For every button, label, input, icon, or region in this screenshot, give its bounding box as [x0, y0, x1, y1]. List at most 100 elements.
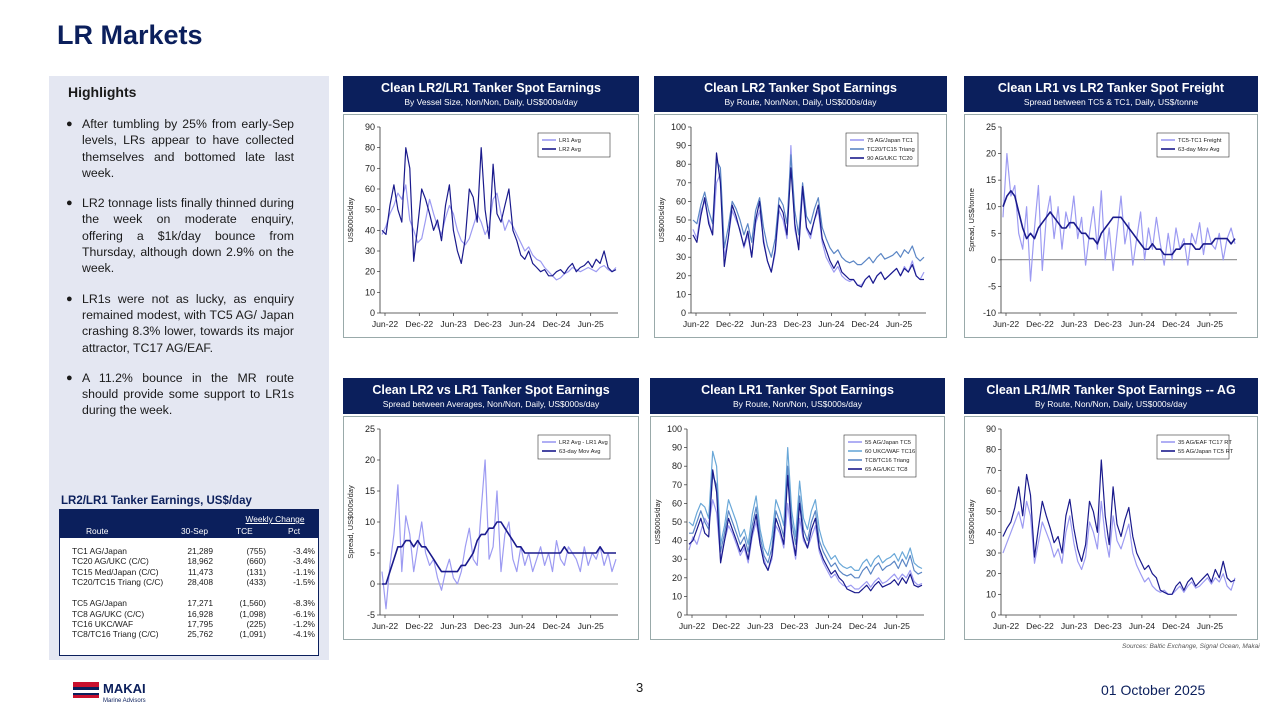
- table-cell: -1.5%: [293, 576, 315, 587]
- y-tick-label: 90: [365, 122, 375, 132]
- y-tick-label: 25: [365, 424, 375, 434]
- legend-label: 55 AG/Japan TC5 RT: [1178, 449, 1234, 455]
- y-tick-label: 80: [986, 445, 996, 455]
- y-tick-label: 0: [991, 255, 996, 265]
- chart1-header: Clean LR2/LR1 Tanker Spot Earnings By Ve…: [343, 76, 639, 112]
- x-tick-label: Jun-22: [679, 621, 705, 631]
- table-cell: 18,962: [187, 556, 213, 567]
- table-cell: -8.3%: [293, 598, 315, 609]
- legend-label: 65 AG/UKC TC8: [865, 467, 907, 473]
- x-tick-label: Jun-23: [1061, 319, 1087, 329]
- chart5-title: Clean LR1 Tanker Spot Earnings: [701, 383, 894, 397]
- series-line: [692, 152, 924, 288]
- x-tick-label: Dec-23: [1094, 621, 1122, 631]
- series-line: [381, 459, 617, 610]
- chart-lr1-route-earnings: 0 10 20 30 40 50 60 70 80 90 100 Jun-22 Dec-22 Jun-23…: [650, 416, 945, 640]
- table-row: TC20 AG/UKC (C/C) 18,962 (660) -3.4%: [60, 556, 318, 566]
- table-cell: 11,473: [188, 566, 213, 577]
- table-row: TC15 Med/Japan (C/C) 11,473 (131) -1.1%: [60, 567, 318, 577]
- table-cell: TC20 AG/UKC (C/C): [72, 556, 149, 567]
- table-title: LR2/LR1 Tanker Earnings, US$/day: [61, 495, 252, 507]
- x-tick-label: Dec-22: [1026, 319, 1054, 329]
- legend-label: TC5-TC1 Freight: [1178, 138, 1222, 144]
- highlights-list: ● After tumbling by 25% from early-Sep le…: [66, 116, 294, 433]
- y-tick-label: 0: [370, 308, 375, 318]
- legend-label: LR2 Avg - LR1 Avg: [559, 440, 608, 446]
- x-tick-label: Dec-24: [543, 621, 571, 631]
- legend-label: 35 AG/EAF TC17 RT: [1178, 440, 1232, 446]
- table-cell: (1,098): [239, 608, 266, 619]
- col-route: Route: [86, 526, 109, 536]
- y-tick-label: 0: [370, 579, 375, 589]
- chart-lr1-mr-ag: 0 10 20 30 40 50 60 70 80 90 Jun-22 Dec-22 Jun-23 Dec…: [964, 416, 1258, 640]
- table-cell: 17,795: [187, 618, 213, 629]
- table-cell: TC8/TC16 Triang (C/C): [72, 629, 159, 640]
- y-tick-label: 10: [986, 589, 996, 599]
- table-cell: (433): [246, 576, 266, 587]
- y-tick-label: 20: [365, 455, 375, 465]
- y-axis-label: US$000s/day: [657, 197, 666, 242]
- chart2-subtitle: By Route, Non/Non, Daily, US$000s/day: [724, 97, 877, 107]
- y-tick-label: 50: [986, 507, 996, 517]
- series-line: [381, 184, 617, 281]
- y-tick-label: -10: [983, 308, 996, 318]
- x-tick-label: Dec-24: [1162, 621, 1190, 631]
- x-tick-label: Jun-25: [1197, 319, 1223, 329]
- y-axis-label: US$000s/day: [653, 499, 662, 544]
- series-line: [1002, 459, 1236, 595]
- makai-logo: MAKAI Marine Advisors: [73, 680, 163, 709]
- series-line: [688, 469, 923, 594]
- y-tick-label: 10: [365, 517, 375, 527]
- legend-label: 90 AG/UKC TC20: [867, 156, 913, 162]
- table-cell: -6.1%: [293, 608, 315, 619]
- y-tick-label: 0: [677, 610, 682, 620]
- x-tick-label: Jun-23: [440, 621, 466, 631]
- x-tick-label: Jun-24: [818, 319, 844, 329]
- x-tick-label: Dec-22: [716, 319, 744, 329]
- y-axis-label: US$000s/day: [346, 197, 355, 242]
- y-tick-label: 80: [365, 143, 375, 153]
- table-cell: 17,271: [187, 598, 213, 609]
- table-cell: TC20/TC15 Triang (C/C): [72, 576, 164, 587]
- source-note: Sources: Baltic Exchange, Signal Ocean, …: [1122, 643, 1260, 650]
- table-cell: TC16 UKC/WAF: [72, 618, 134, 629]
- col-tce: TCE: [236, 526, 253, 536]
- table-cell: -1.1%: [293, 566, 315, 577]
- table-cell: (1,560): [239, 598, 266, 609]
- y-tick-label: 10: [986, 202, 996, 212]
- y-tick-label: 70: [365, 163, 375, 173]
- table-cell: (1,091): [239, 629, 266, 640]
- legend-label: 55 AG/Japan TC5: [865, 440, 911, 446]
- series-line: [1002, 152, 1236, 282]
- y-tick-label: 90: [676, 141, 686, 151]
- report-date: 01 October 2025: [1101, 682, 1206, 698]
- x-tick-label: Jun-24: [509, 621, 535, 631]
- x-tick-label: Jun-24: [1129, 621, 1155, 631]
- y-tick-label: 40: [365, 225, 375, 235]
- table-row: TC8/TC16 Triang (C/C) 25,762 (1,091) -4.1%: [60, 629, 318, 639]
- legend-label: LR1 Avg: [559, 138, 581, 144]
- table-cell: -3.4%: [293, 556, 315, 567]
- y-axis-label: US$000s/day: [967, 499, 976, 544]
- table-row: TC16 UKC/WAF 17,795 (225) -1.2%: [60, 619, 318, 629]
- legend-label: 63-day Mov Avg: [1178, 147, 1219, 153]
- y-tick-label: 10: [672, 591, 682, 601]
- x-tick-label: Jun-23: [440, 319, 466, 329]
- x-tick-label: Dec-24: [1162, 319, 1190, 329]
- highlights-title: Highlights: [68, 84, 137, 100]
- brand-subtitle: Marine Advisors: [103, 698, 146, 704]
- x-tick-label: Dec-23: [474, 319, 502, 329]
- x-tick-label: Jun-25: [578, 621, 604, 631]
- y-tick-label: 30: [672, 554, 682, 564]
- table-cell: TC5 AG/Japan: [72, 598, 127, 609]
- chart-lr2-lr1-spread: -5 0 5 10 15 20 25 Jun-22 Dec-22 Jun-23 Dec-23 Jun-…: [343, 416, 639, 640]
- chart3-title: Clean LR1 vs LR2 Tanker Spot Freight: [997, 81, 1225, 95]
- legend-label: TC8/TC16 Triang: [865, 458, 909, 464]
- table-cell: (755): [246, 546, 266, 556]
- chart-lr2-lr1-earnings: 0 10 20 30 40 50 60 70 80 90 Jun-22 Dec-22 Jun-23 Dec…: [343, 114, 639, 338]
- x-tick-label: Jun-25: [886, 319, 912, 329]
- chart1-title: Clean LR2/LR1 Tanker Spot Earnings: [381, 81, 601, 95]
- table-cell: TC1 AG/Japan: [72, 546, 127, 556]
- y-axis-label: Spread, US$/tonne: [967, 188, 976, 252]
- list-item: ● LR1s were not as lucky, as enquiry rema…: [66, 291, 294, 355]
